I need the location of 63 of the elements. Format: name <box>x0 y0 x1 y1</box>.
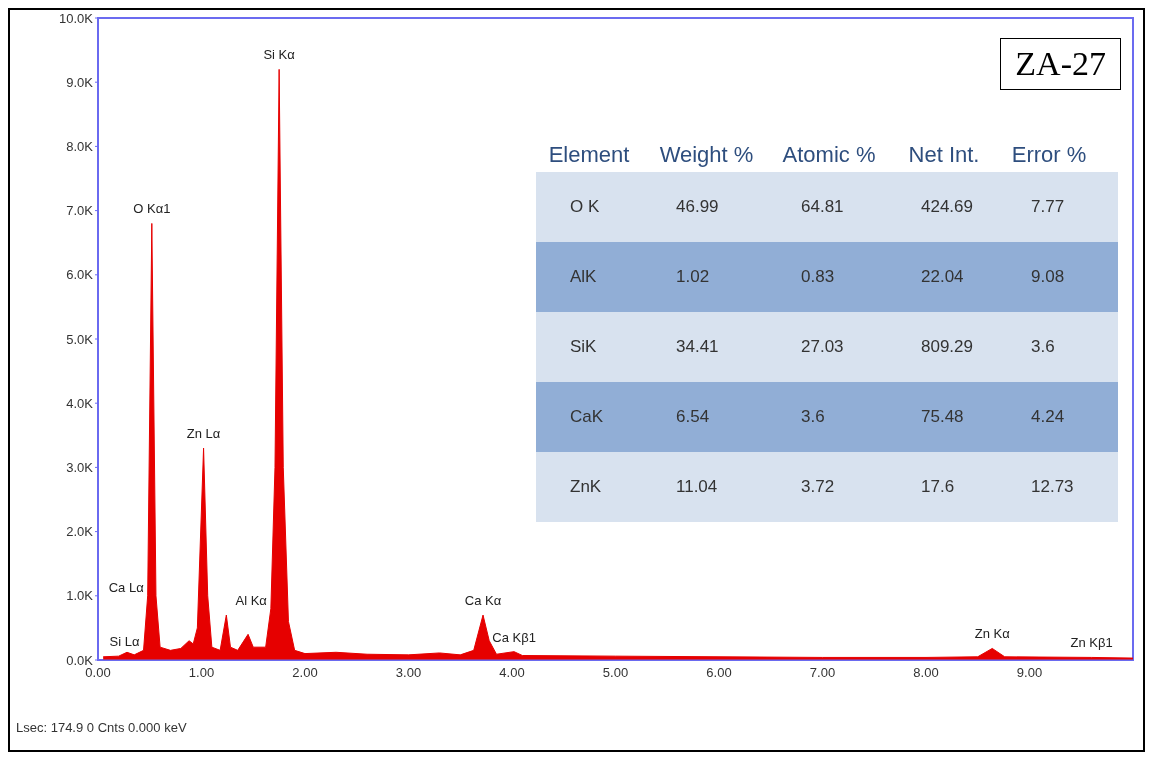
annotation: 27.03 <box>800 337 845 357</box>
annotation: 46.99 <box>675 197 720 217</box>
y-tick-label: 1.0K <box>66 588 94 604</box>
annotation: CaK <box>569 407 605 427</box>
annotation: 6.54 <box>675 407 711 427</box>
y-tick-label: 8.0K <box>66 139 94 155</box>
y-tick-label: 7.0K <box>66 203 94 219</box>
y-tick-label: 5.0K <box>66 331 94 347</box>
annotation: 7.77 <box>1030 197 1066 217</box>
annotation: Si Lα <box>109 634 141 650</box>
x-tick-label: 7.00 <box>809 665 836 681</box>
annotation: Si Kα <box>263 47 296 63</box>
x-tick-label: 0.00 <box>85 665 111 681</box>
annotation: AlK <box>569 267 598 287</box>
text: Lsec: 174.9 0 Cnts 0.000 keV <box>16 720 187 735</box>
annotation: Element <box>547 142 631 168</box>
annotation: O Kα1 <box>133 201 171 217</box>
annotation: Weight % <box>658 142 755 168</box>
text: ZA-27 <box>1000 38 1121 90</box>
annotation: Ca Lα <box>108 579 145 595</box>
annotation: Zn Lα <box>186 426 221 442</box>
annotation: 17.6 <box>920 477 956 497</box>
annotation: O K <box>569 197 601 217</box>
y-tick-label: 2.0K <box>66 524 94 540</box>
annotation: 3.72 <box>800 477 836 497</box>
annotation: 75.48 <box>920 407 965 427</box>
annotation: 34.41 <box>675 337 720 357</box>
x-tick-label: 5.00 <box>602 665 629 681</box>
annotation: 3.6 <box>1030 337 1056 357</box>
annotation: ZnK <box>569 477 603 497</box>
annotation: Ca Kβ1 <box>492 629 536 645</box>
annotation: SiK <box>569 337 598 357</box>
annotation: 22.04 <box>920 267 965 287</box>
annotation: Al Kα <box>235 592 268 608</box>
annotation: 3.6 <box>800 407 826 427</box>
x-tick-label: 2.00 <box>292 665 318 681</box>
y-tick-label: 0.0K <box>66 652 94 668</box>
annotation: 9.08 <box>1030 267 1066 287</box>
x-tick-label: 1.00 <box>188 665 215 681</box>
annotation: Error % <box>1010 142 1088 168</box>
annotation: 11.04 <box>675 477 719 497</box>
annotation: Ca Kα <box>464 593 502 609</box>
annotation: 4.24 <box>1030 407 1066 427</box>
annotation: Zn Kα <box>974 626 1011 642</box>
annotation: 1.02 <box>675 267 711 287</box>
x-tick-label: 6.00 <box>706 665 732 681</box>
annotation: 809.29 <box>920 337 974 357</box>
annotation: 0.83 <box>800 267 836 287</box>
y-tick-label: 6.0K <box>66 267 94 283</box>
x-tick-label: 8.00 <box>913 665 939 681</box>
annotation: Atomic % <box>781 142 877 168</box>
annotation: 64.81 <box>800 197 845 217</box>
x-tick-label: 3.00 <box>395 665 422 681</box>
y-tick-label: 9.0K <box>66 74 94 90</box>
x-tick-label: 9.00 <box>1016 665 1043 681</box>
annotation: 424.69 <box>920 197 974 217</box>
x-tick-label: 4.00 <box>499 665 525 681</box>
annotation: Zn Kβ1 <box>1070 635 1113 651</box>
annotation: 12.73 <box>1030 477 1075 497</box>
y-tick-label: 10.0K <box>59 10 94 26</box>
y-tick-label: 4.0K <box>66 395 94 411</box>
y-tick-label: 3.0K <box>66 460 94 476</box>
annotation: Net Int. <box>907 142 981 168</box>
